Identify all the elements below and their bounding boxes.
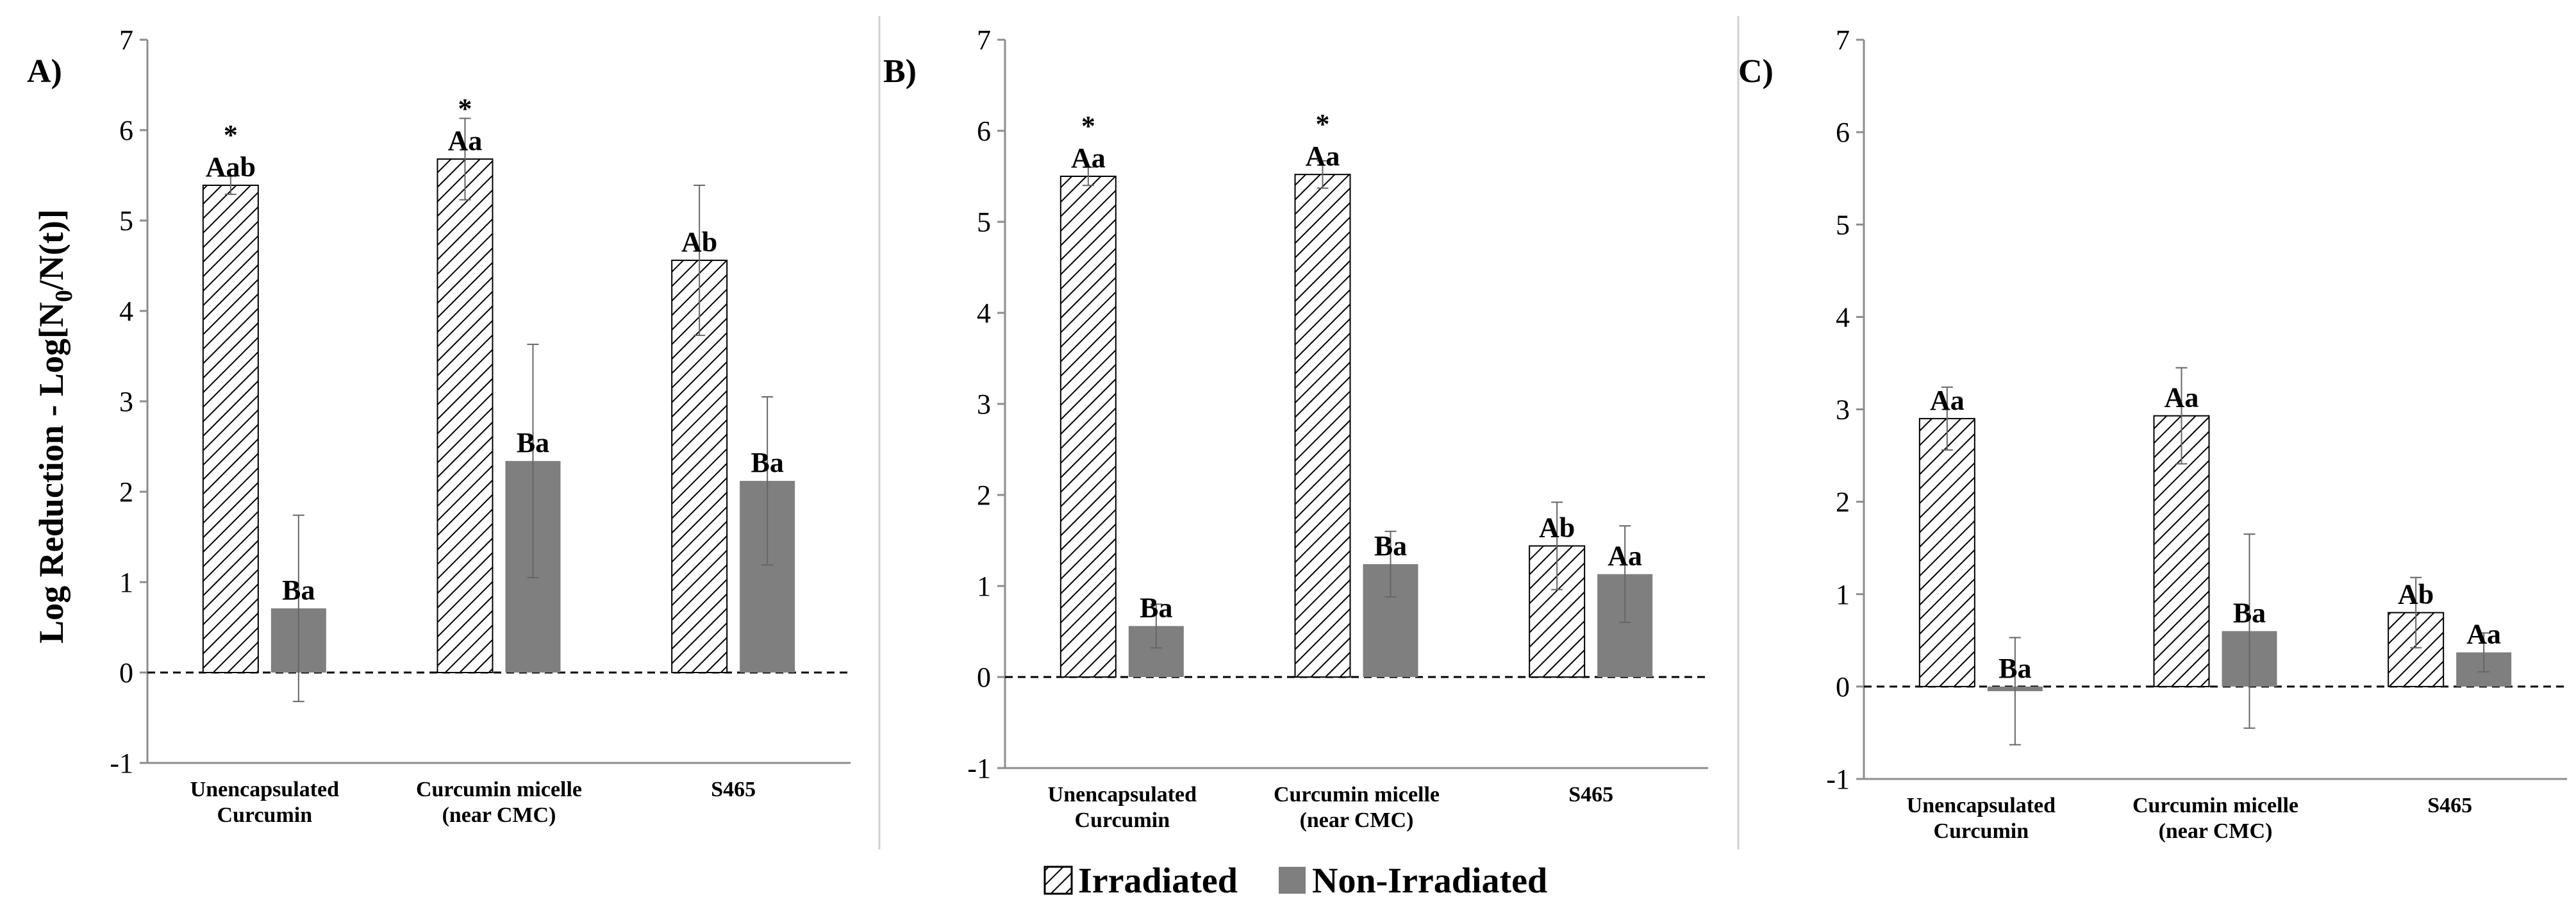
significance-label: Ba xyxy=(282,574,315,606)
y-tick-label: 3 xyxy=(119,386,133,417)
bar-irradiated xyxy=(436,158,494,673)
legend-label-non-irradiated: Non-Irradiated xyxy=(1312,861,1547,901)
y-tick-label: 7 xyxy=(977,24,991,56)
y-tick-label: 2 xyxy=(977,480,991,511)
y-tick-label: 1 xyxy=(977,571,991,602)
significance-label: Ba xyxy=(751,447,783,478)
significance-star: * xyxy=(1081,110,1095,142)
significance-label: Ba xyxy=(1374,530,1407,562)
significance-star: * xyxy=(224,119,238,151)
y-tick-label: 7 xyxy=(1836,24,1850,56)
y-tick-label: 1 xyxy=(1836,579,1850,610)
x-category-label: S465 xyxy=(711,778,756,801)
y-tick-label: 1 xyxy=(119,567,133,598)
y-tick-label: 6 xyxy=(977,115,991,147)
significance-label: Ba xyxy=(1998,653,2031,684)
y-tick-label: 0 xyxy=(1836,671,1850,703)
significance-label: Aa xyxy=(2165,382,2199,414)
y-tick-label: 6 xyxy=(1836,117,1850,148)
y-tick-label: 7 xyxy=(119,24,133,56)
significance-star: * xyxy=(458,93,472,124)
x-category-label: Unencapsulated Curcumin xyxy=(1907,794,2056,843)
y-tick-label: -1 xyxy=(967,753,991,784)
x-category-label: Curcumin micelle (near CMC) xyxy=(1274,783,1440,832)
bar-irradiated xyxy=(1059,176,1117,678)
y-tick-label: 4 xyxy=(1836,301,1850,333)
panel-label: C) xyxy=(1738,53,1774,90)
panel-label: A) xyxy=(27,53,62,90)
legend-swatch-non-irradiated xyxy=(1279,867,1306,894)
x-category-label: Unencapsulated Curcumin xyxy=(190,778,339,827)
y-tick-label: -1 xyxy=(1826,764,1850,795)
y-tick-label: 5 xyxy=(119,205,133,237)
significance-label: Ba xyxy=(2233,597,2266,628)
y-tick-label: 3 xyxy=(1836,394,1850,426)
significance-label: Aa xyxy=(1608,540,1642,572)
x-category-label: Curcumin micelle (near CMC) xyxy=(416,778,582,827)
y-tick-label: 5 xyxy=(977,206,991,238)
y-tick-label: 2 xyxy=(119,476,133,508)
significance-label: Aa xyxy=(1930,385,1965,416)
significance-star: * xyxy=(1316,108,1330,140)
significance-label: Aa xyxy=(1071,142,1106,174)
y-tick-label: 5 xyxy=(1836,209,1850,240)
significance-label: Ab xyxy=(1539,512,1575,544)
panel-label: B) xyxy=(883,53,917,90)
x-category-label: Unencapsulated Curcumin xyxy=(1048,783,1197,832)
x-category-label: S465 xyxy=(1568,783,1613,807)
significance-label: Aa xyxy=(2466,619,2501,650)
y-tick-label: 0 xyxy=(977,662,991,693)
y-tick-label: -1 xyxy=(110,748,133,779)
bar-irradiated xyxy=(1918,417,1975,687)
y-tick-label: 0 xyxy=(119,657,133,689)
legend-label-irradiated: Irradiated xyxy=(1078,861,1238,901)
y-axis-label: Log Reduction - Log[N0/N(t)] xyxy=(32,209,78,643)
significance-label: Aa xyxy=(1306,140,1340,172)
panel-3: C) -1 0 1 2 3 4 5 6 7 Aa Ba Unencapsulated Curcumin Aa… xyxy=(1738,24,2567,843)
significance-label: Aa xyxy=(448,125,483,156)
x-category-label: S465 xyxy=(2427,794,2472,817)
significance-label: Ba xyxy=(1140,592,1172,623)
y-tick-label: 4 xyxy=(119,296,133,327)
significance-label: Aab xyxy=(206,151,256,183)
x-category-label: Curcumin micelle (near CMC) xyxy=(2132,794,2298,843)
y-tick-label: 6 xyxy=(119,115,133,146)
legend-swatch-irradiated xyxy=(1043,866,1073,895)
y-tick-label: 3 xyxy=(977,389,991,420)
legend: Irradiated Non-Irradiated xyxy=(1043,861,1547,901)
significance-label: Ab xyxy=(681,226,717,258)
bar-irradiated xyxy=(1294,174,1351,678)
significance-label: Ba xyxy=(517,427,549,458)
y-tick-label: 4 xyxy=(977,297,991,329)
significance-label: Ab xyxy=(2398,579,2434,610)
y-tick-label: 2 xyxy=(1836,487,1850,518)
bar-irradiated xyxy=(202,185,259,673)
